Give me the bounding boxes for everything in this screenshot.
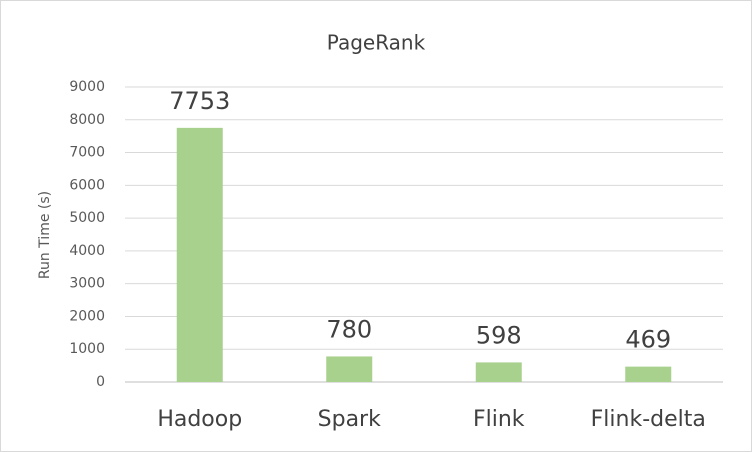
data-label: 7753 [169, 87, 230, 115]
data-label: 469 [625, 326, 671, 354]
y-tick-label: 8000 [69, 112, 105, 128]
x-tick-label: Flink-delta [591, 407, 706, 432]
y-axis-label: Run Time (s) [37, 191, 53, 279]
y-tick-label: 7000 [69, 145, 105, 161]
chart-title: PageRank [327, 31, 426, 55]
bar [625, 366, 672, 382]
y-tick-label: 0 [96, 374, 105, 390]
x-tick-label: Hadoop [157, 407, 242, 432]
y-tick-label: 1000 [69, 341, 105, 357]
data-label: 598 [476, 321, 522, 349]
y-tick-label: 6000 [69, 177, 105, 193]
y-tick-label: 2000 [69, 308, 105, 324]
y-tick-label: 3000 [69, 276, 105, 292]
data-label: 780 [326, 315, 372, 343]
bar [326, 356, 373, 382]
y-tick-label: 4000 [69, 243, 105, 259]
x-tick-label: Flink [473, 407, 525, 432]
y-tick-label: 5000 [69, 210, 105, 226]
bar [475, 362, 522, 382]
bar [176, 127, 223, 382]
x-tick-label: Spark [318, 407, 381, 432]
y-tick-label: 9000 [69, 79, 105, 95]
